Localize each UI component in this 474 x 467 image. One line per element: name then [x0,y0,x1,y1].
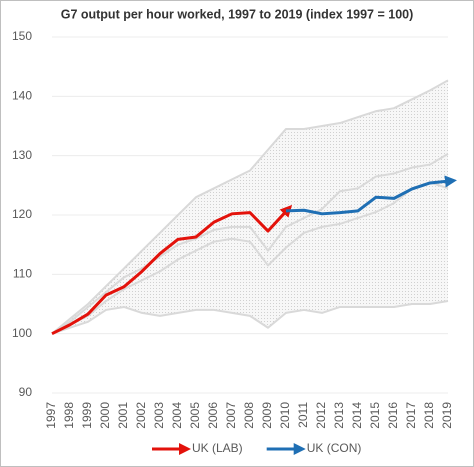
series-line [285,175,457,216]
x-tick-label: 2015 [368,402,382,429]
y-tick-label: 130 [12,148,32,162]
y-tick-label: 100 [12,326,32,340]
x-tick-label: 1998 [62,402,76,429]
y-tick-label: 140 [12,89,32,103]
background-line [51,181,449,335]
x-tick-label: 2006 [206,402,220,429]
x-tick-label: 1999 [80,402,94,429]
x-tick-label: 2002 [134,402,148,429]
x-tick-label: 2014 [350,402,364,429]
background-line [51,153,449,335]
x-tick-label: 2001 [116,402,130,429]
range-shading [52,80,448,334]
x-tick-label: 2018 [422,402,436,429]
y-tick-label: 110 [13,267,32,281]
background-line [51,79,449,335]
x-tick-label: 2009 [260,402,274,429]
y-tick-label: 150 [12,29,32,43]
x-tick-label: 2010 [278,402,292,429]
x-tick-label: 1997 [44,402,58,429]
chart-title: G7 output per hour worked, 1997 to 2019 … [61,7,414,21]
x-tick-label: 2004 [170,402,184,429]
background-line [51,300,449,335]
x-tick-label: 2013 [332,402,346,429]
legend-label: UK (LAB) [192,441,243,455]
x-tick-label: 2011 [296,402,310,428]
series-line [51,204,293,336]
x-tick-label: 2016 [386,402,400,429]
y-tick-label: 90 [19,385,33,399]
x-tick-label: 2017 [404,402,418,429]
x-tick-label: 2007 [224,402,238,429]
x-tick-label: 2019 [440,402,454,429]
x-tick-label: 2005 [188,402,202,429]
y-tick-label: 120 [12,207,32,221]
legend-label: UK (CON) [307,441,362,455]
x-tick-label: 2012 [314,402,328,429]
x-tick-label: 2000 [98,402,112,429]
x-tick-label: 2003 [152,402,166,429]
x-tick-label: 2008 [242,402,256,429]
